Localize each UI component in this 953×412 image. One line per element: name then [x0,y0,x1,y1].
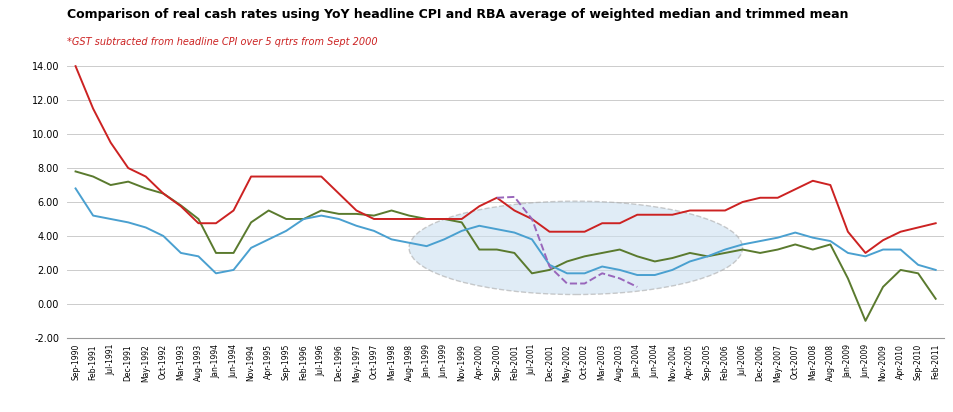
Text: Comparison of real cash rates using YoY headline CPI and RBA average of weighted: Comparison of real cash rates using YoY … [67,8,847,21]
Ellipse shape [409,201,741,295]
Text: *GST subtracted from headline CPI over 5 qrtrs from Sept 2000: *GST subtracted from headline CPI over 5… [67,37,377,47]
